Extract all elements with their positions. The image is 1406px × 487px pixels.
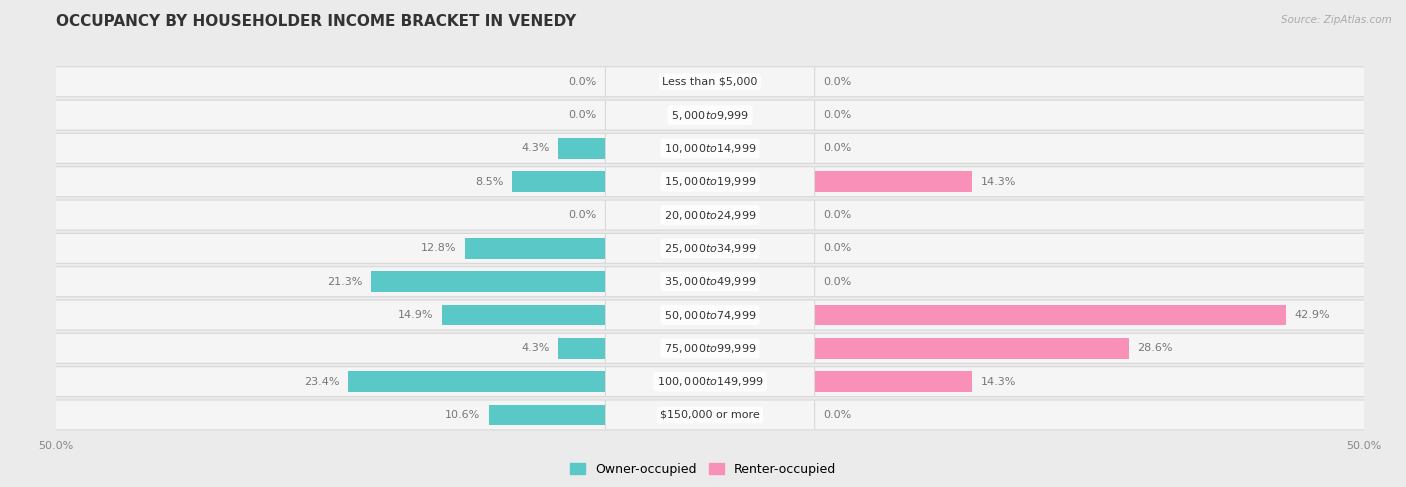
- Text: $20,000 to $24,999: $20,000 to $24,999: [664, 208, 756, 222]
- Bar: [512, 171, 606, 192]
- Bar: [814, 371, 972, 392]
- FancyBboxPatch shape: [606, 400, 814, 430]
- Text: 0.0%: 0.0%: [824, 110, 852, 120]
- Text: 10.6%: 10.6%: [444, 410, 481, 420]
- FancyBboxPatch shape: [606, 67, 814, 97]
- FancyBboxPatch shape: [45, 67, 606, 97]
- Legend: Owner-occupied, Renter-occupied: Owner-occupied, Renter-occupied: [565, 458, 841, 481]
- FancyBboxPatch shape: [45, 333, 606, 363]
- Text: 0.0%: 0.0%: [824, 210, 852, 220]
- Text: 0.0%: 0.0%: [824, 410, 852, 420]
- FancyBboxPatch shape: [814, 133, 1375, 164]
- Bar: [349, 371, 606, 392]
- FancyBboxPatch shape: [814, 367, 1375, 396]
- Text: 0.0%: 0.0%: [824, 143, 852, 153]
- Text: 0.0%: 0.0%: [824, 77, 852, 87]
- FancyBboxPatch shape: [606, 100, 814, 130]
- FancyBboxPatch shape: [45, 400, 606, 430]
- FancyBboxPatch shape: [45, 167, 606, 197]
- FancyBboxPatch shape: [606, 267, 814, 297]
- Bar: [814, 338, 1129, 358]
- Text: $25,000 to $34,999: $25,000 to $34,999: [664, 242, 756, 255]
- FancyBboxPatch shape: [814, 67, 1375, 97]
- FancyBboxPatch shape: [45, 133, 606, 164]
- Text: 23.4%: 23.4%: [304, 376, 340, 387]
- FancyBboxPatch shape: [606, 167, 814, 197]
- FancyBboxPatch shape: [45, 267, 606, 297]
- FancyBboxPatch shape: [606, 133, 814, 164]
- Text: Source: ZipAtlas.com: Source: ZipAtlas.com: [1281, 15, 1392, 25]
- Text: 0.0%: 0.0%: [568, 210, 596, 220]
- Text: 0.0%: 0.0%: [568, 77, 596, 87]
- Text: $5,000 to $9,999: $5,000 to $9,999: [671, 109, 749, 122]
- FancyBboxPatch shape: [45, 367, 606, 396]
- Text: 14.3%: 14.3%: [980, 376, 1017, 387]
- Bar: [814, 171, 972, 192]
- Text: 42.9%: 42.9%: [1295, 310, 1330, 320]
- Text: 8.5%: 8.5%: [475, 177, 503, 187]
- FancyBboxPatch shape: [814, 333, 1375, 363]
- Text: $75,000 to $99,999: $75,000 to $99,999: [664, 342, 756, 355]
- FancyBboxPatch shape: [45, 300, 606, 330]
- Text: 0.0%: 0.0%: [824, 277, 852, 287]
- Bar: [558, 338, 606, 358]
- Text: OCCUPANCY BY HOUSEHOLDER INCOME BRACKET IN VENEDY: OCCUPANCY BY HOUSEHOLDER INCOME BRACKET …: [56, 14, 576, 29]
- Text: 0.0%: 0.0%: [824, 244, 852, 253]
- Text: $10,000 to $14,999: $10,000 to $14,999: [664, 142, 756, 155]
- FancyBboxPatch shape: [45, 233, 606, 263]
- Text: 14.9%: 14.9%: [398, 310, 433, 320]
- Text: 14.3%: 14.3%: [980, 177, 1017, 187]
- FancyBboxPatch shape: [45, 100, 606, 130]
- FancyBboxPatch shape: [606, 233, 814, 263]
- FancyBboxPatch shape: [814, 267, 1375, 297]
- Bar: [558, 138, 606, 159]
- Text: 4.3%: 4.3%: [522, 143, 550, 153]
- FancyBboxPatch shape: [814, 100, 1375, 130]
- Text: 4.3%: 4.3%: [522, 343, 550, 354]
- Text: $150,000 or more: $150,000 or more: [661, 410, 759, 420]
- Text: 12.8%: 12.8%: [420, 244, 456, 253]
- Text: 21.3%: 21.3%: [328, 277, 363, 287]
- Text: $15,000 to $19,999: $15,000 to $19,999: [664, 175, 756, 188]
- Bar: [441, 305, 606, 325]
- FancyBboxPatch shape: [814, 200, 1375, 230]
- FancyBboxPatch shape: [814, 233, 1375, 263]
- Bar: [465, 238, 606, 259]
- Bar: [489, 405, 606, 425]
- Text: $35,000 to $49,999: $35,000 to $49,999: [664, 275, 756, 288]
- Text: $50,000 to $74,999: $50,000 to $74,999: [664, 308, 756, 321]
- FancyBboxPatch shape: [814, 300, 1375, 330]
- Bar: [371, 271, 606, 292]
- FancyBboxPatch shape: [606, 300, 814, 330]
- Text: 28.6%: 28.6%: [1137, 343, 1173, 354]
- FancyBboxPatch shape: [814, 167, 1375, 197]
- Text: 0.0%: 0.0%: [568, 110, 596, 120]
- Text: $100,000 to $149,999: $100,000 to $149,999: [657, 375, 763, 388]
- FancyBboxPatch shape: [606, 367, 814, 396]
- FancyBboxPatch shape: [606, 333, 814, 363]
- Bar: [814, 305, 1286, 325]
- FancyBboxPatch shape: [814, 400, 1375, 430]
- FancyBboxPatch shape: [45, 200, 606, 230]
- Text: Less than $5,000: Less than $5,000: [662, 77, 758, 87]
- FancyBboxPatch shape: [606, 200, 814, 230]
